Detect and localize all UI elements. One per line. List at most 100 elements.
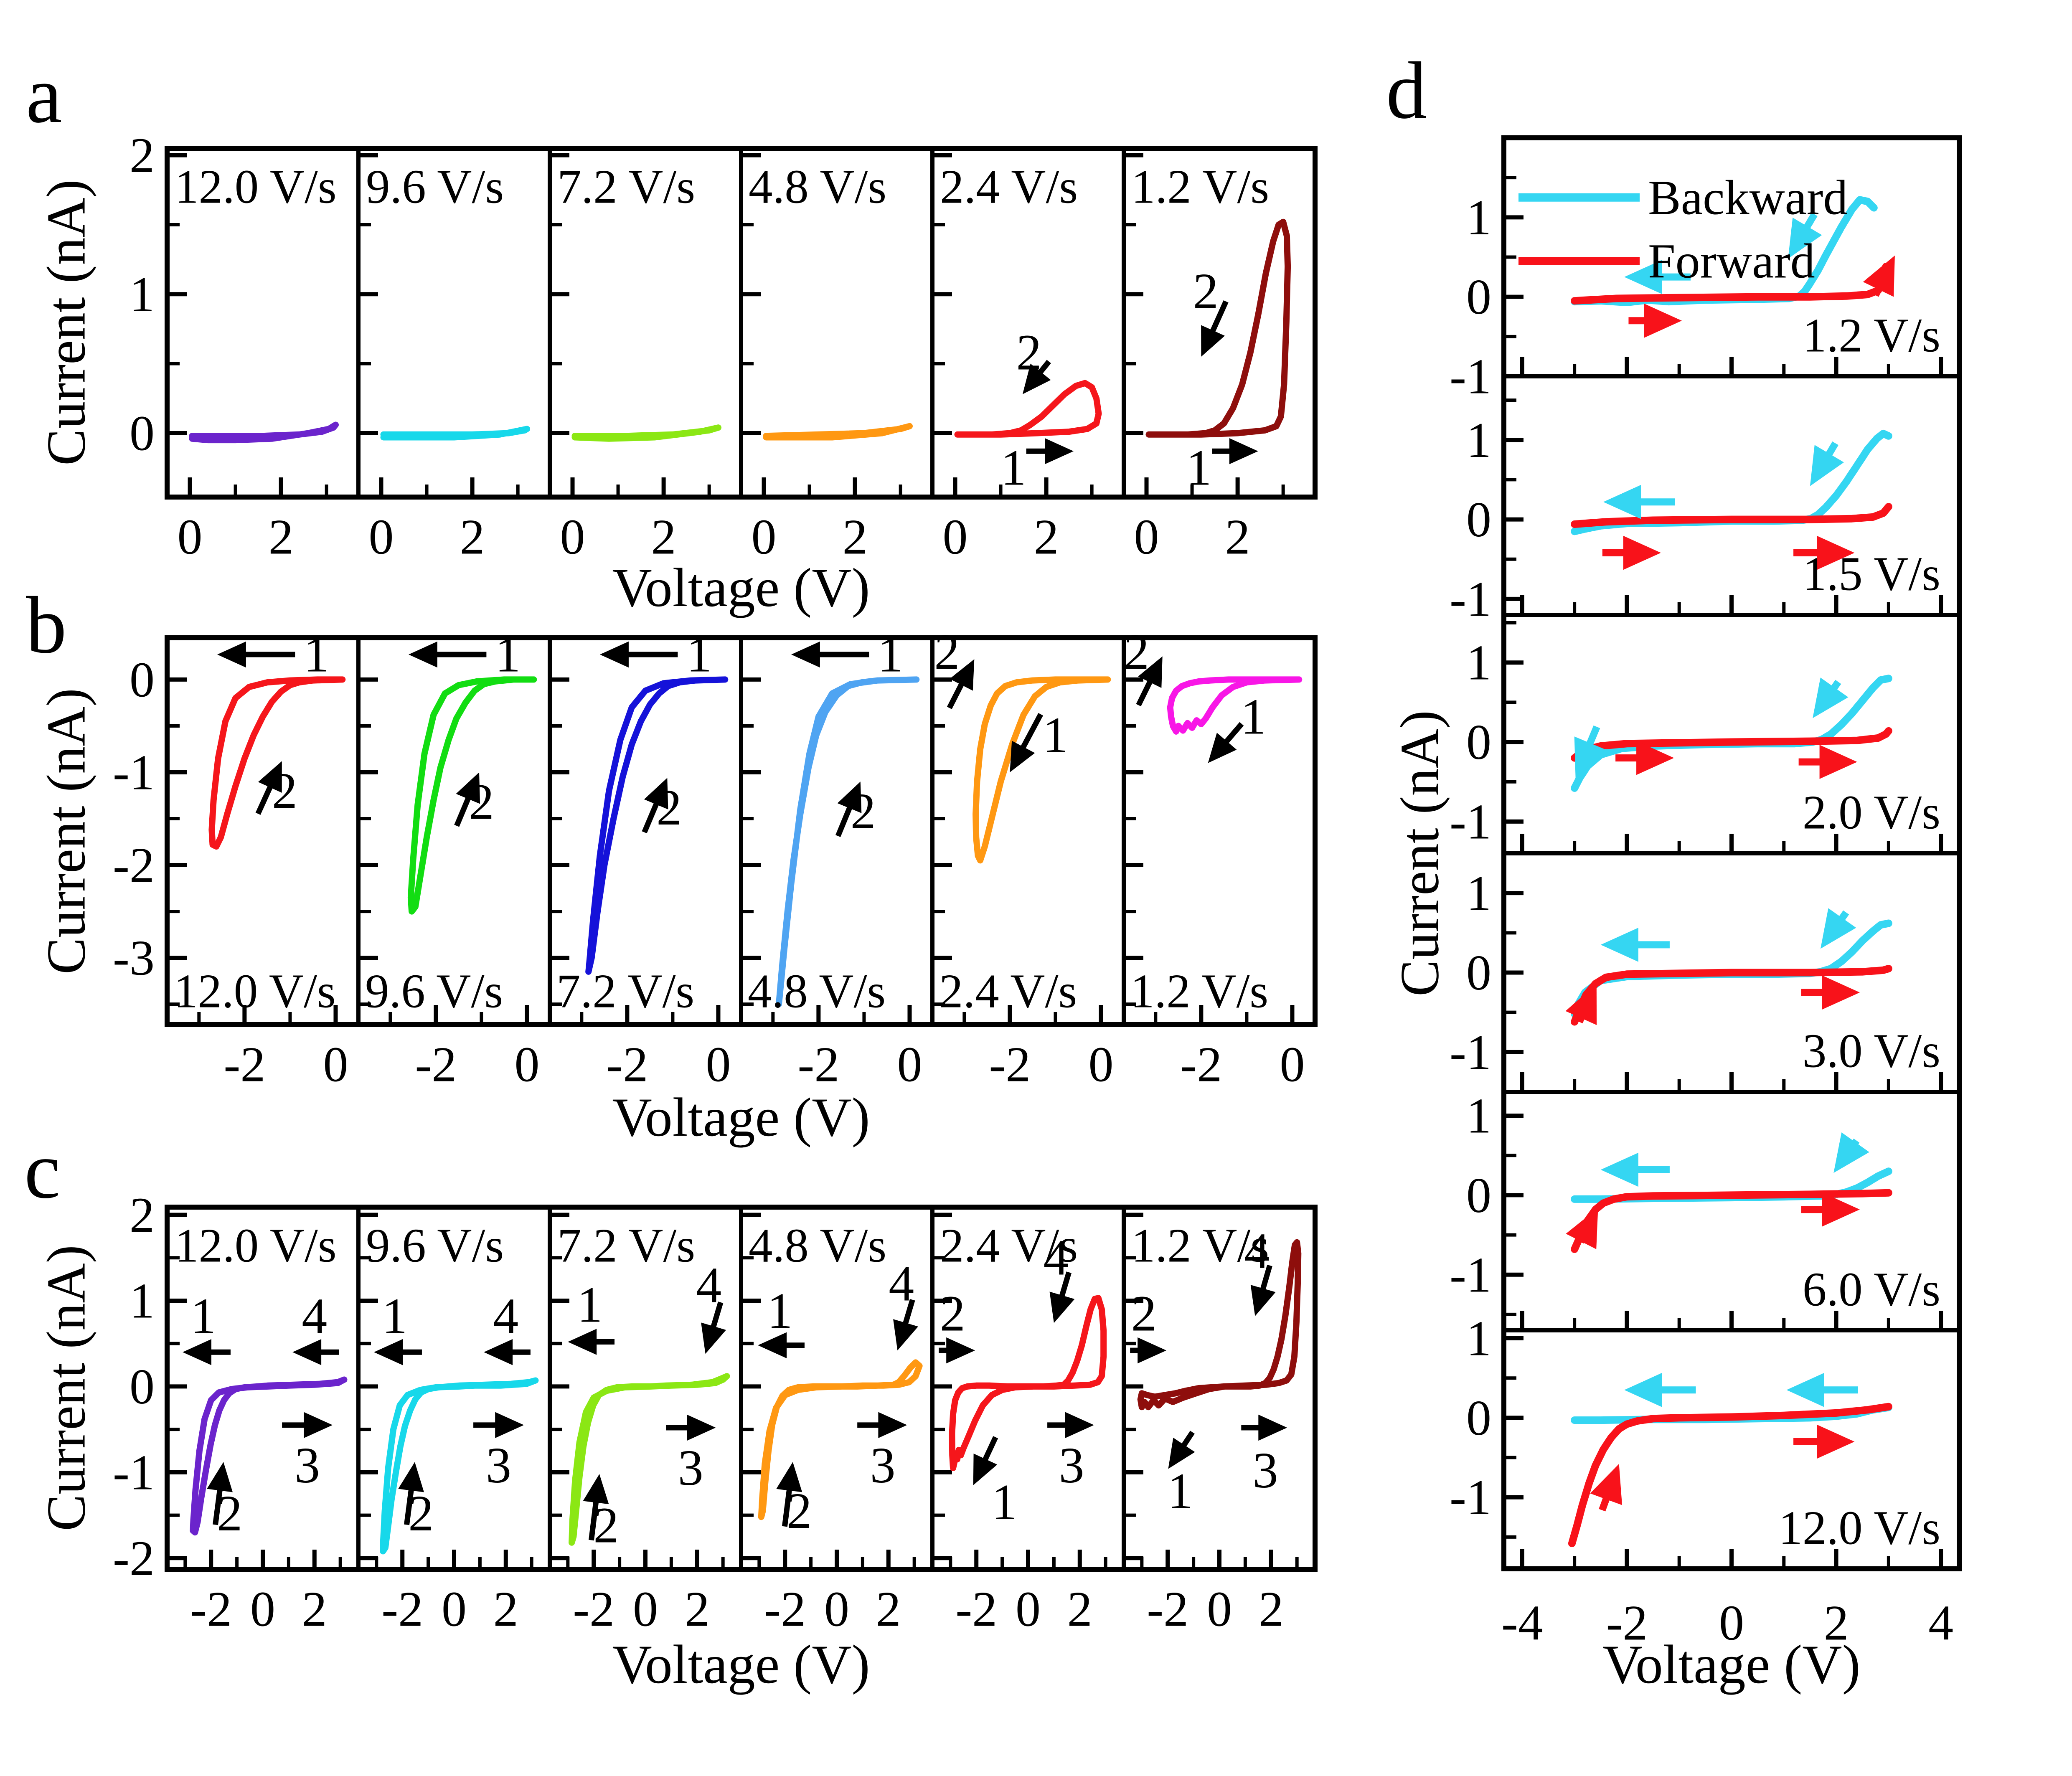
arrow	[495, 1412, 524, 1438]
sweep-step-number: 1	[495, 626, 521, 682]
panel-c-xaxis-label: Voltage (V)	[612, 1634, 870, 1695]
arrow	[1049, 1291, 1075, 1323]
curve-b-2.4	[973, 676, 1111, 864]
arrow	[893, 1319, 918, 1351]
arrow	[1624, 1373, 1662, 1407]
x-tick-label: 0	[323, 1037, 348, 1092]
panel-c-sub-2: -2 0 27.2 V/s1 432	[548, 1213, 730, 1637]
x-tick-label: 0	[1207, 1581, 1232, 1637]
arrow	[207, 1462, 233, 1492]
panel-d-sub-0: 1 0 -1 1.2 V/s Backward Forward	[1450, 170, 1943, 404]
sweep-step-number: 1	[686, 626, 712, 682]
curve-b-9.6	[407, 676, 537, 915]
panel-b-sub-1: -2 09.6 V/s12	[356, 626, 539, 1092]
x-tick-label: 0	[1088, 1037, 1113, 1092]
x-tick-label: -4	[1501, 1595, 1543, 1651]
arrow	[583, 1474, 609, 1505]
panel-b-xaxis-label: Voltage (V)	[612, 1086, 870, 1148]
y-tick-label: 0	[130, 405, 155, 461]
x-tick-label: 2	[843, 509, 868, 565]
x-tick-label: 0	[369, 509, 394, 565]
x-tick-label: 0	[560, 509, 585, 565]
curve-d-forward-2.0	[1571, 727, 1892, 762]
curve-a-9.6	[380, 426, 530, 441]
x-tick-label: 0	[1134, 509, 1159, 565]
x-tick-label: -2	[989, 1037, 1031, 1092]
arrow	[409, 641, 437, 668]
arrow	[1138, 1337, 1167, 1364]
rate-label: 2.0 V/s	[1803, 786, 1940, 839]
x-tick-label: 2	[651, 509, 676, 565]
sweep-step-number: 2	[1124, 624, 1149, 680]
y-tick-label: 0	[1466, 269, 1491, 325]
curve-b-12.0	[208, 676, 346, 850]
panel-c-sub-0: -2 0 212.0 V/s1 432	[165, 1213, 348, 1637]
sweep-step-number: 1	[1241, 688, 1266, 745]
arrow	[1813, 677, 1849, 718]
x-tick-label: 0	[706, 1037, 731, 1092]
panel-a-letter: a	[26, 50, 62, 140]
rate-label: 7.2 V/s	[556, 965, 694, 1018]
arrow	[758, 1332, 787, 1358]
arrow	[1010, 741, 1035, 772]
x-tick-label: -2	[415, 1037, 457, 1092]
x-tick-label: 2	[269, 509, 294, 565]
arrow	[568, 1329, 597, 1355]
rate-label: 9.6 V/s	[366, 1219, 504, 1272]
x-tick-label: 0	[1719, 1595, 1744, 1651]
rate-label: 1.2 V/s	[1130, 965, 1268, 1018]
arrow	[1045, 438, 1074, 464]
x-tick-label: 2	[493, 1581, 518, 1637]
panel-a-sub-2: 0 2 7.2 V/s	[548, 153, 721, 565]
x-tick-label: 0	[752, 509, 777, 565]
arrow	[1065, 1412, 1094, 1438]
x-tick-label: -2	[606, 1037, 648, 1092]
sweep-step-number: 4	[302, 1288, 327, 1344]
curve-c-7.2	[569, 1373, 730, 1546]
arrow	[973, 1454, 998, 1485]
arrow	[687, 1414, 716, 1441]
rate-label: 9.6 V/s	[366, 160, 504, 213]
rate-label: 12.0 V/s	[175, 1219, 337, 1272]
panel-a-sub-1: 0 2 9.6 V/s	[356, 153, 530, 565]
y-tick-label: -1	[1450, 349, 1491, 404]
legend-backward-label: Backward	[1648, 170, 1848, 225]
arrow	[1788, 218, 1822, 259]
arrow	[1833, 1132, 1869, 1173]
arrow	[1623, 535, 1661, 570]
panel-b-sub-3: -2 04.8 V/s12	[739, 626, 922, 1092]
x-tick-label: -2	[764, 1581, 806, 1637]
x-tick-label: 2	[1824, 1595, 1849, 1651]
curve-a-12.0	[189, 421, 339, 444]
arrow	[1817, 1424, 1855, 1459]
rate-label: 1.2 V/s	[1131, 160, 1269, 213]
curve-b-1.2	[1167, 676, 1303, 735]
panel-a-sub-0: 0 2 12.0 V/s	[165, 153, 339, 565]
curve-c-2.4	[949, 1295, 1107, 1472]
rate-label: 4.8 V/s	[749, 1219, 886, 1272]
arrow	[946, 1337, 975, 1364]
x-tick-label: -2	[1180, 1037, 1222, 1092]
panel-d-letter: d	[1386, 46, 1427, 136]
y-tick-label: -1	[1450, 1247, 1491, 1302]
panel-c-sub-3: -2 0 24.8 V/s1 432	[739, 1213, 923, 1637]
x-tick-label: 0	[897, 1037, 922, 1092]
arrow	[1817, 535, 1855, 570]
rate-label: 1.5 V/s	[1803, 548, 1940, 601]
rate-label: 7.2 V/s	[557, 160, 695, 213]
curve-a-4.8	[763, 423, 913, 441]
sweep-step-number: 1	[878, 626, 903, 682]
arrow	[258, 761, 282, 793]
rate-label: 9.6 V/s	[365, 965, 503, 1018]
arrow	[701, 1322, 726, 1354]
arrow	[1208, 733, 1237, 763]
rate-label: 12.0 V/s	[174, 965, 336, 1018]
panel-b-sub-4: -2 02.4 V/s 2 1	[930, 624, 1113, 1092]
rate-label: 6.0 V/s	[1803, 1263, 1940, 1316]
x-tick-label: -2	[573, 1581, 614, 1637]
panel-a-sub-5: 0 21.2 V/s21	[1122, 153, 1291, 565]
sweep-step-number: 1	[1001, 440, 1026, 496]
x-tick-label: 0	[943, 509, 968, 565]
x-tick-label: -2	[955, 1581, 997, 1637]
